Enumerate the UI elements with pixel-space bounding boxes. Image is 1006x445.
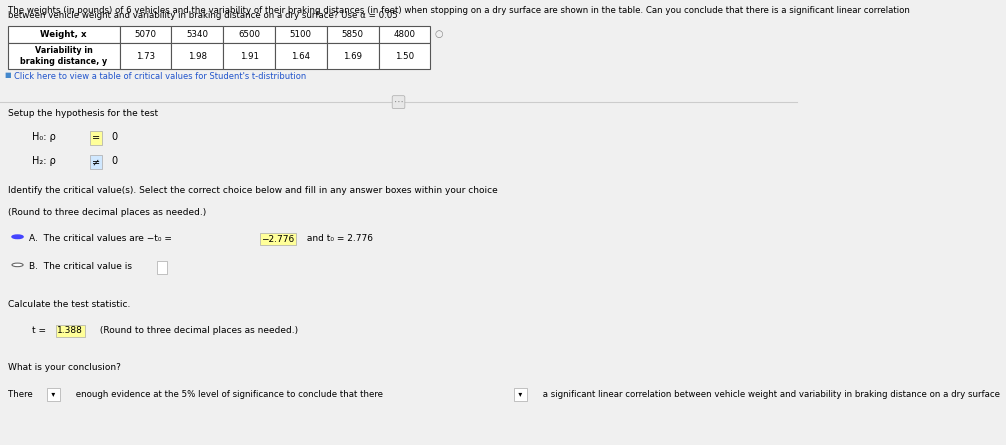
- Text: Weight, x: Weight, x: [40, 30, 88, 39]
- Bar: [8, 25, 120, 44]
- Text: ▾: ▾: [49, 390, 58, 399]
- Text: and t₀ = 2.776: and t₀ = 2.776: [305, 234, 373, 243]
- Text: −2.776: −2.776: [262, 235, 295, 244]
- Text: 1.388: 1.388: [57, 327, 83, 336]
- Text: =: =: [92, 133, 100, 143]
- Circle shape: [12, 263, 23, 267]
- Text: 1.73: 1.73: [136, 52, 155, 61]
- Text: There: There: [8, 389, 35, 399]
- Circle shape: [12, 235, 23, 239]
- Text: a significant linear correlation between vehicle weight and variability in braki: a significant linear correlation between…: [540, 389, 1000, 399]
- Text: 0: 0: [112, 156, 118, 166]
- Text: What is your conclusion?: What is your conclusion?: [8, 363, 121, 372]
- Bar: [275, 25, 327, 44]
- Bar: [8, 44, 120, 69]
- Text: (Round to three decimal places as needed.): (Round to three decimal places as needed…: [98, 326, 299, 335]
- Bar: [223, 25, 275, 44]
- Bar: [327, 44, 378, 69]
- Bar: [171, 44, 223, 69]
- Text: ▾: ▾: [516, 390, 525, 399]
- Text: Identify the critical value(s). Select the correct choice below and fill in any : Identify the critical value(s). Select t…: [8, 186, 498, 195]
- Text: 0: 0: [112, 132, 118, 142]
- Bar: [378, 44, 431, 69]
- Text: enough evidence at the 5% level of significance to conclude that there: enough evidence at the 5% level of signi…: [73, 389, 386, 399]
- Text: H₂: ρ: H₂: ρ: [32, 156, 55, 166]
- Text: 1.64: 1.64: [292, 52, 311, 61]
- Text: ≠: ≠: [92, 157, 100, 167]
- Text: Click here to view a table of critical values for Student's t-distribution: Click here to view a table of critical v…: [14, 72, 307, 81]
- Text: between vehicle weight and variability in braking distance on a dry surface? Use: between vehicle weight and variability i…: [8, 12, 397, 20]
- Text: ⋯: ⋯: [393, 97, 403, 107]
- Text: ■: ■: [4, 72, 11, 78]
- Text: 1.91: 1.91: [239, 52, 259, 61]
- Bar: [275, 44, 327, 69]
- Text: 6500: 6500: [238, 30, 261, 39]
- Text: 1.50: 1.50: [395, 52, 414, 61]
- Bar: [120, 44, 171, 69]
- Bar: [378, 25, 431, 44]
- Text: Setup the hypothesis for the test: Setup the hypothesis for the test: [8, 109, 158, 117]
- Text: A.  The critical values are −t₀ =: A. The critical values are −t₀ =: [29, 234, 174, 243]
- Text: Variability in
braking distance, y: Variability in braking distance, y: [20, 46, 108, 66]
- Bar: [327, 25, 378, 44]
- Bar: [120, 25, 171, 44]
- Text: t =: t =: [32, 326, 48, 335]
- Text: ○: ○: [435, 29, 443, 40]
- Text: 5070: 5070: [135, 30, 157, 39]
- Text: B.  The critical value is: B. The critical value is: [29, 262, 135, 271]
- Text: The weights (in pounds) of 6 vehicles and the variability of their braking dista: The weights (in pounds) of 6 vehicles an…: [8, 6, 909, 15]
- Text: 5100: 5100: [290, 30, 312, 39]
- Text: 4800: 4800: [393, 30, 415, 39]
- Text: 5850: 5850: [342, 30, 364, 39]
- Text: 1.98: 1.98: [188, 52, 207, 61]
- Bar: [223, 44, 275, 69]
- Text: (Round to three decimal places as needed.): (Round to three decimal places as needed…: [8, 208, 206, 217]
- Text: H₀: ρ: H₀: ρ: [32, 132, 55, 142]
- Text: 5340: 5340: [186, 30, 208, 39]
- Text: Calculate the test statistic.: Calculate the test statistic.: [8, 300, 131, 309]
- Text: 1.69: 1.69: [343, 52, 362, 61]
- Bar: [171, 25, 223, 44]
